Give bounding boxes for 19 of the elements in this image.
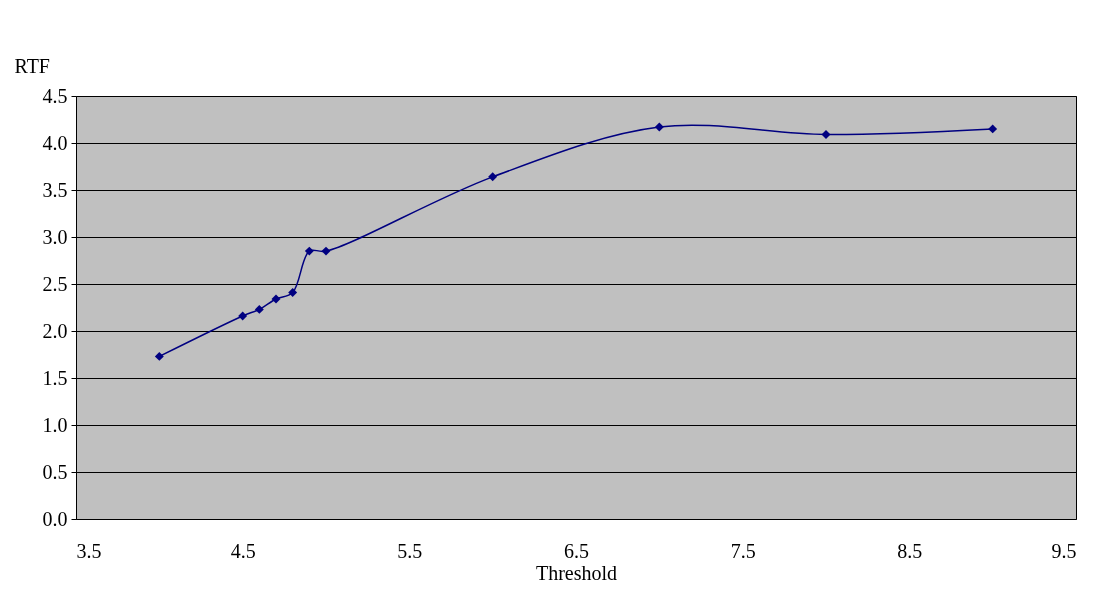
y-tick-label: 3.5 (42, 178, 68, 201)
y-tick-label: 4.0 (42, 131, 68, 154)
x-tick-label: 8.5 (897, 539, 923, 562)
y-tick-label: 2.0 (42, 319, 68, 342)
y-axis-title: RTF (14, 54, 50, 77)
y-tick-label: 0.5 (42, 460, 68, 483)
x-tick-label: 6.5 (564, 539, 589, 562)
x-tick-label: 9.5 (1051, 539, 1077, 562)
x-axis-title: Threshold (535, 561, 618, 584)
x-tick-label: 4.5 (230, 539, 256, 562)
y-tick-label: 4.5 (42, 84, 68, 107)
x-tick-label: 5.5 (397, 539, 423, 562)
x-tick-label: 3.5 (76, 539, 102, 562)
y-tick-label: 2.5 (42, 272, 68, 295)
y-tick-label: 3.0 (42, 225, 68, 248)
y-tick-label: 0.0 (42, 507, 68, 530)
y-tick-label: 1.0 (42, 413, 68, 436)
y-tick-label: 1.5 (42, 366, 68, 389)
x-tick-label: 7.5 (730, 539, 756, 562)
